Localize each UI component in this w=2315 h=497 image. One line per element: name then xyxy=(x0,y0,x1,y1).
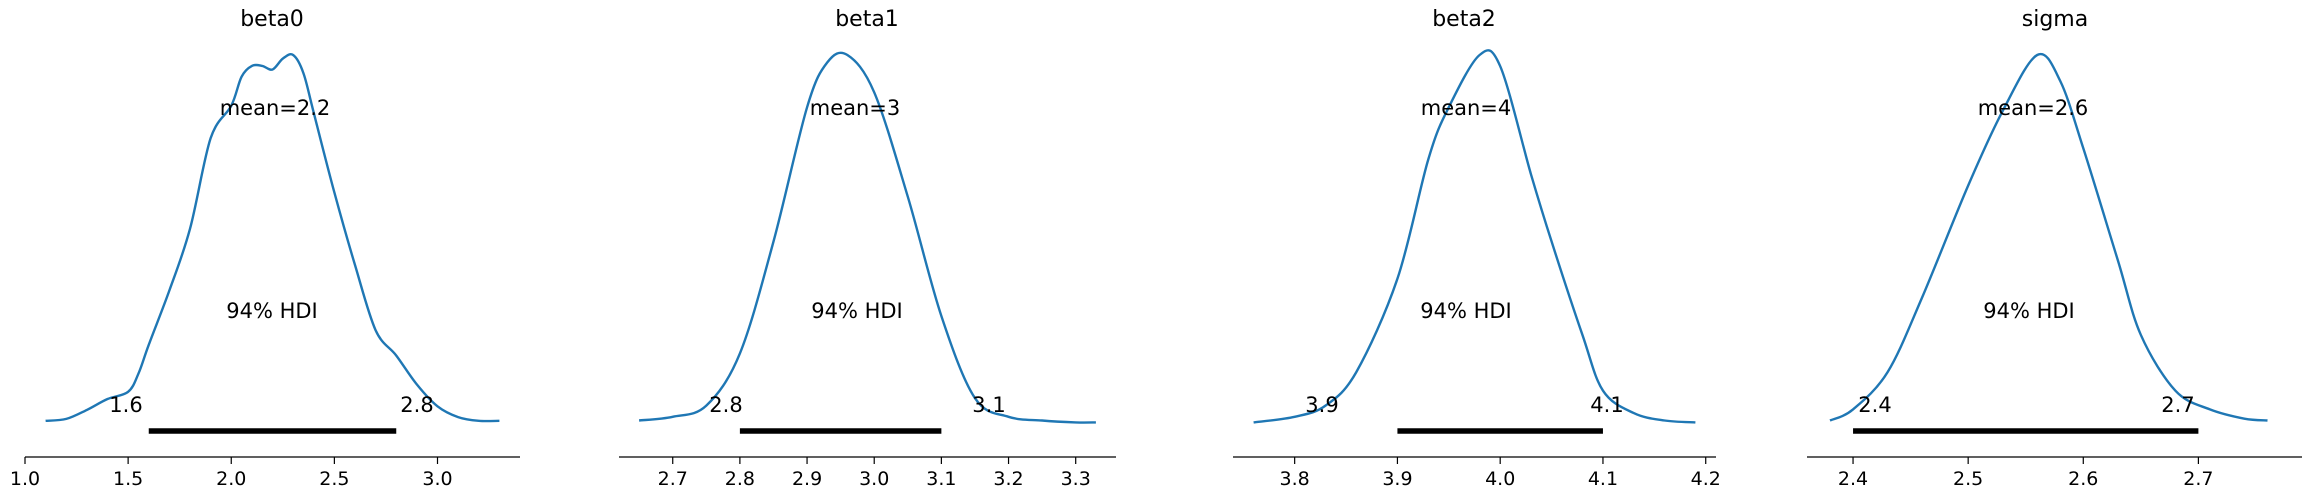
x-tick-label: 4.2 xyxy=(1691,468,1721,490)
x-tick-label: 2.9 xyxy=(792,468,822,490)
x-tick-label: 1.5 xyxy=(113,468,143,490)
x-tick-label: 2.4 xyxy=(1838,468,1868,490)
x-axis-ticks: 1.0 1.5 2.0 2.5 3.0 xyxy=(10,457,453,490)
x-tick-label: 4.0 xyxy=(1485,468,1515,490)
hdi-label: 94% HDI xyxy=(811,299,903,323)
hdi-label: 94% HDI xyxy=(226,299,318,323)
hdi-upper-label: 4.1 xyxy=(1590,393,1623,417)
x-tick-label: 2.5 xyxy=(319,468,349,490)
x-tick-label: 4.1 xyxy=(1588,468,1618,490)
panel-beta2: beta2 mean=4 94% HDI 3.9 4.1 3.8 3.9 4.0 4.… xyxy=(1233,7,1721,490)
panel-title: beta1 xyxy=(835,7,899,32)
x-tick-label: 3.8 xyxy=(1280,468,1310,490)
x-tick-label: 3.3 xyxy=(1061,468,1091,490)
hdi-lower-label: 1.6 xyxy=(109,393,142,417)
panel-title: beta0 xyxy=(240,7,304,32)
x-tick-label: 1.0 xyxy=(10,468,40,490)
panel-title: sigma xyxy=(2022,7,2088,32)
hdi-upper-label: 2.7 xyxy=(2161,393,2194,417)
mean-label: mean=4 xyxy=(1421,96,1512,120)
hdi-lower-label: 2.8 xyxy=(709,393,742,417)
hdi-upper-label: 2.8 xyxy=(400,393,433,417)
x-tick-label: 3.0 xyxy=(859,468,889,490)
density-curve xyxy=(1829,52,2268,422)
density-curve xyxy=(638,51,1096,424)
x-tick-label: 2.7 xyxy=(658,468,688,490)
mean-label: mean=2.2 xyxy=(220,96,331,120)
x-tick-label: 3.1 xyxy=(926,468,956,490)
hdi-label: 94% HDI xyxy=(1983,299,2075,323)
panel-title: beta2 xyxy=(1432,7,1496,32)
x-tick-label: 2.6 xyxy=(2068,468,2098,490)
panel-beta1: beta1 mean=3 94% HDI 2.8 3.1 2.7 2.8 2.9 3.… xyxy=(619,7,1116,490)
x-tick-label: 2.5 xyxy=(1953,468,1983,490)
panel-sigma: sigma mean=2.6 94% HDI 2.4 2.7 2.4 2.5 2.6… xyxy=(1807,7,2302,490)
x-tick-label: 3.9 xyxy=(1382,468,1412,490)
x-tick-label: 2.0 xyxy=(216,468,246,490)
panel-beta0: beta0 mean=2.2 94% HDI 1.6 2.8 1.0 1.5 2.0… xyxy=(10,7,520,490)
hdi-upper-label: 3.1 xyxy=(972,393,1005,417)
mean-label: mean=2.6 xyxy=(1978,96,2089,120)
density-curve xyxy=(45,53,500,423)
x-axis-ticks: 2.7 2.8 2.9 3.0 3.1 3.2 3.3 xyxy=(658,457,1091,490)
x-axis-ticks: 3.8 3.9 4.0 4.1 4.2 xyxy=(1280,457,1721,490)
hdi-label: 94% HDI xyxy=(1420,299,1512,323)
density-curve xyxy=(1253,49,1696,424)
hdi-lower-label: 2.4 xyxy=(1858,393,1891,417)
x-tick-label: 2.8 xyxy=(725,468,755,490)
hdi-lower-label: 3.9 xyxy=(1305,393,1338,417)
x-axis-ticks: 2.4 2.5 2.6 2.7 xyxy=(1838,457,2214,490)
mean-label: mean=3 xyxy=(810,96,901,120)
x-tick-label: 3.0 xyxy=(422,468,452,490)
x-tick-label: 2.7 xyxy=(2183,468,2213,490)
x-tick-label: 3.2 xyxy=(993,468,1023,490)
